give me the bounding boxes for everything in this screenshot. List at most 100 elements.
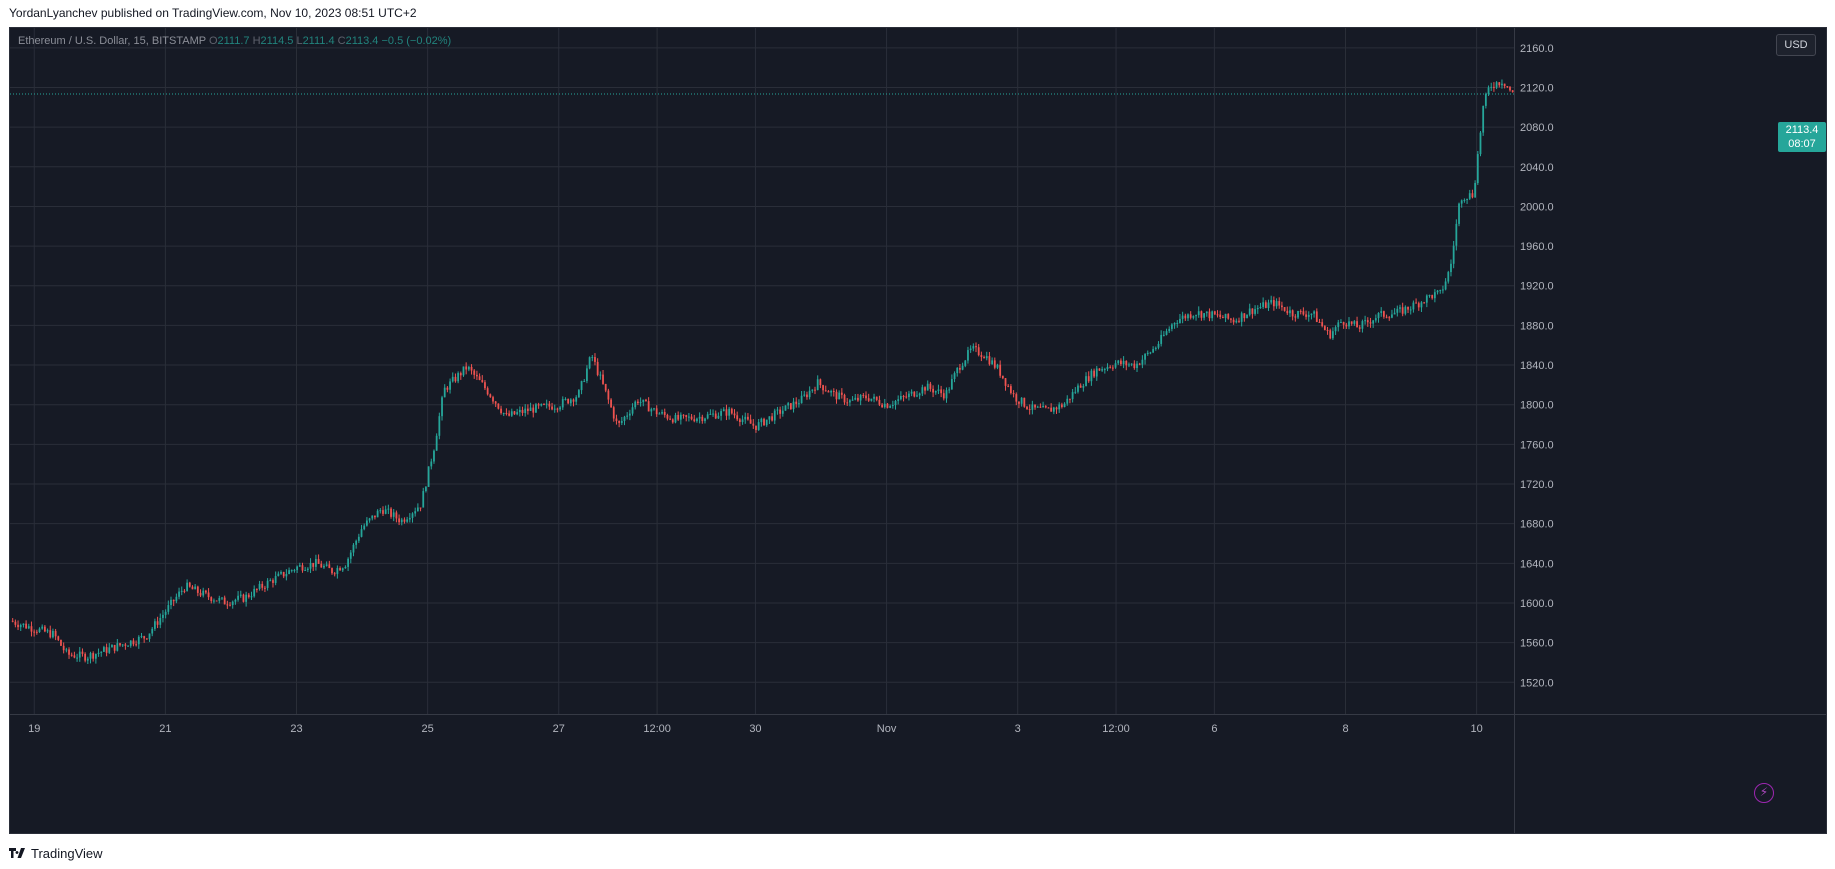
candle-body — [1369, 322, 1372, 324]
candle-body — [1235, 320, 1238, 323]
open-label: O — [208, 35, 218, 47]
candle-body — [1482, 105, 1485, 133]
candle-body — [835, 391, 838, 400]
candle-body — [398, 518, 400, 523]
candle-body — [548, 403, 551, 407]
currency-button[interactable]: USD — [1776, 34, 1816, 56]
candle-body — [151, 628, 154, 634]
candle-body — [806, 394, 808, 398]
change-value: −0.5 (−0.02%) — [381, 35, 452, 47]
candle-body — [1058, 404, 1061, 410]
last-price-value: 2113.4 — [1785, 124, 1819, 136]
candle-body — [1184, 315, 1187, 319]
candle-body — [1447, 272, 1450, 282]
candle-body — [736, 415, 739, 420]
candle-body — [1291, 310, 1294, 317]
candle-body — [1442, 289, 1444, 291]
candle-body — [282, 572, 285, 577]
candle-body — [800, 395, 803, 404]
candle-body — [1358, 327, 1361, 329]
chart-panel[interactable]: 1520.0 1560.0 1600.0 1640.0 1680.0 1720.0 1760… — [9, 27, 1827, 834]
candle-body — [100, 651, 103, 653]
candle-body — [551, 406, 553, 410]
candle-body — [57, 636, 60, 640]
candle-body — [857, 397, 859, 401]
candle-body — [591, 357, 594, 359]
candle-body — [1098, 368, 1101, 371]
candle-body — [1114, 363, 1117, 368]
candle-body — [234, 599, 237, 602]
candle-body — [1036, 406, 1039, 408]
chart-canvas[interactable]: 1520.0 1560.0 1600.0 1640.0 1680.0 1720.0 1760… — [10, 28, 1826, 833]
candle-body — [1023, 397, 1026, 407]
candle-body — [615, 418, 618, 421]
candle-body — [1423, 302, 1426, 304]
y-tick-label: 1600.0 — [1520, 598, 1554, 610]
candle-body — [486, 388, 489, 395]
candle-body — [1211, 311, 1214, 319]
candle-body — [1334, 327, 1337, 332]
candle-body — [819, 379, 822, 386]
candle-body — [596, 361, 599, 375]
candle-body — [258, 583, 261, 590]
x-tick-label: 12:00 — [1102, 723, 1130, 735]
candle-body — [494, 401, 497, 404]
candle-body — [19, 625, 22, 628]
y-tick-label: 1880.0 — [1520, 320, 1554, 332]
candle-body — [942, 393, 945, 399]
candle-body — [1205, 311, 1208, 314]
candle-body — [671, 419, 674, 423]
candle-body — [1192, 316, 1195, 318]
candle-body — [1498, 82, 1501, 86]
candle-body — [129, 640, 132, 646]
lightning-icon[interactable]: ⚡ — [1754, 783, 1774, 803]
candle-body — [905, 396, 908, 398]
candle-body — [65, 649, 68, 651]
candle-body — [1506, 86, 1509, 88]
candle-body — [1281, 305, 1283, 308]
candle-body — [210, 597, 213, 602]
candle-body — [170, 599, 172, 606]
y-tick-label: 1720.0 — [1520, 479, 1554, 491]
candle-body — [467, 366, 470, 370]
candle-body — [553, 408, 556, 410]
candle-body — [1221, 317, 1224, 319]
candle-body — [1079, 385, 1082, 388]
candle-body — [390, 508, 392, 517]
candle-body — [365, 520, 368, 526]
candle-body — [325, 564, 328, 566]
candle-body — [1444, 281, 1447, 290]
candle-body — [14, 621, 17, 625]
candle-body — [323, 565, 325, 568]
y-tick-label: 1520.0 — [1520, 677, 1554, 689]
candle-body — [280, 572, 282, 574]
candle-body — [1439, 289, 1442, 291]
publish-info: YordanLyanchev published on TradingView.… — [9, 6, 417, 20]
candle-body — [89, 653, 92, 659]
candle-body — [1407, 306, 1409, 310]
candle-body — [744, 416, 747, 420]
candle-body — [368, 518, 371, 521]
candle-body — [1420, 302, 1423, 308]
candle-body — [757, 422, 760, 430]
candle-body — [1031, 404, 1034, 410]
candle-body — [1227, 313, 1230, 319]
candle-body — [1372, 320, 1375, 324]
candle-body — [602, 374, 604, 384]
footer-brand[interactable]: TradingView — [9, 846, 103, 861]
candle-body — [1141, 359, 1144, 365]
candle-body — [1144, 354, 1146, 360]
candle-body — [92, 653, 95, 659]
candle-body — [449, 381, 451, 390]
candle-body — [1007, 385, 1010, 387]
candle-body — [78, 651, 81, 658]
candle-body — [242, 594, 245, 602]
candle-body — [610, 399, 612, 408]
candle-body — [86, 658, 89, 661]
candle-body — [1458, 203, 1460, 224]
candle-body — [395, 512, 398, 519]
candle-body — [154, 621, 156, 629]
candle-body — [1404, 306, 1407, 314]
candle-body — [1366, 320, 1369, 323]
candle-body — [623, 416, 626, 421]
